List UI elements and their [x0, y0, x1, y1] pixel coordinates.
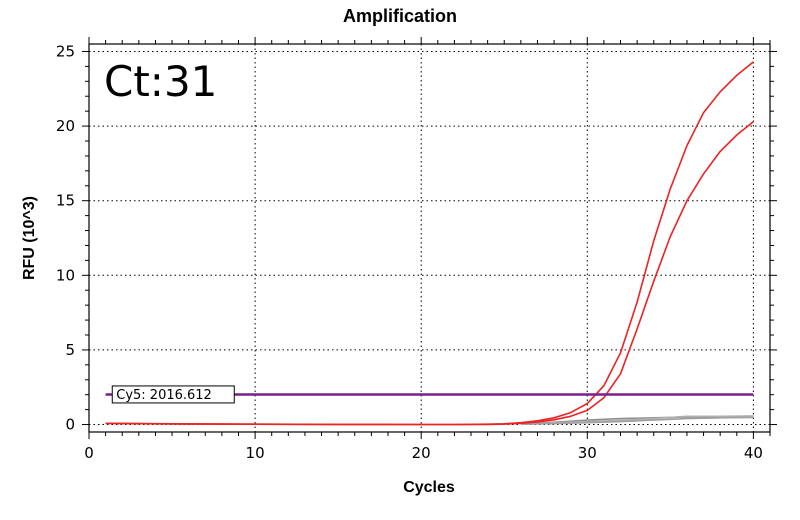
y-tick-label: 0 [65, 416, 75, 434]
threshold-group: Cy5: 2016.612 [105, 385, 754, 404]
x-tick-label: 0 [84, 444, 94, 462]
y-tick-label: 10 [56, 266, 75, 284]
y-axis-label: RFU (10^3) [21, 196, 38, 280]
chart-title: Amplification [343, 6, 457, 26]
ct-annotation: Ct:31 [104, 57, 217, 106]
x-tick-label: 30 [578, 444, 597, 462]
series-line-negative-3 [520, 416, 754, 425]
y-tick-label: 5 [65, 341, 75, 359]
series-line-negative-1 [520, 416, 754, 425]
x-tick-label: 20 [412, 444, 431, 462]
x-tick-label: 10 [246, 444, 265, 462]
series-line-sample-2 [105, 120, 754, 426]
axis-ticks: 0 10 20 30 40 0 5 10 15 20 25 [56, 37, 777, 462]
threshold-label-box [111, 385, 235, 404]
y-tick-label: 25 [56, 42, 75, 60]
gridlines [88, 44, 770, 432]
plot-frame [88, 43, 771, 433]
threshold-label: Cy5: 2016.612 [116, 388, 212, 403]
series-line-sample-1 [105, 61, 754, 426]
x-tick-label: 40 [744, 444, 763, 462]
series-group [105, 61, 754, 426]
y-tick-label: 20 [56, 117, 75, 135]
x-axis-label: Cycles [403, 479, 455, 496]
y-tick-label: 15 [56, 192, 75, 210]
